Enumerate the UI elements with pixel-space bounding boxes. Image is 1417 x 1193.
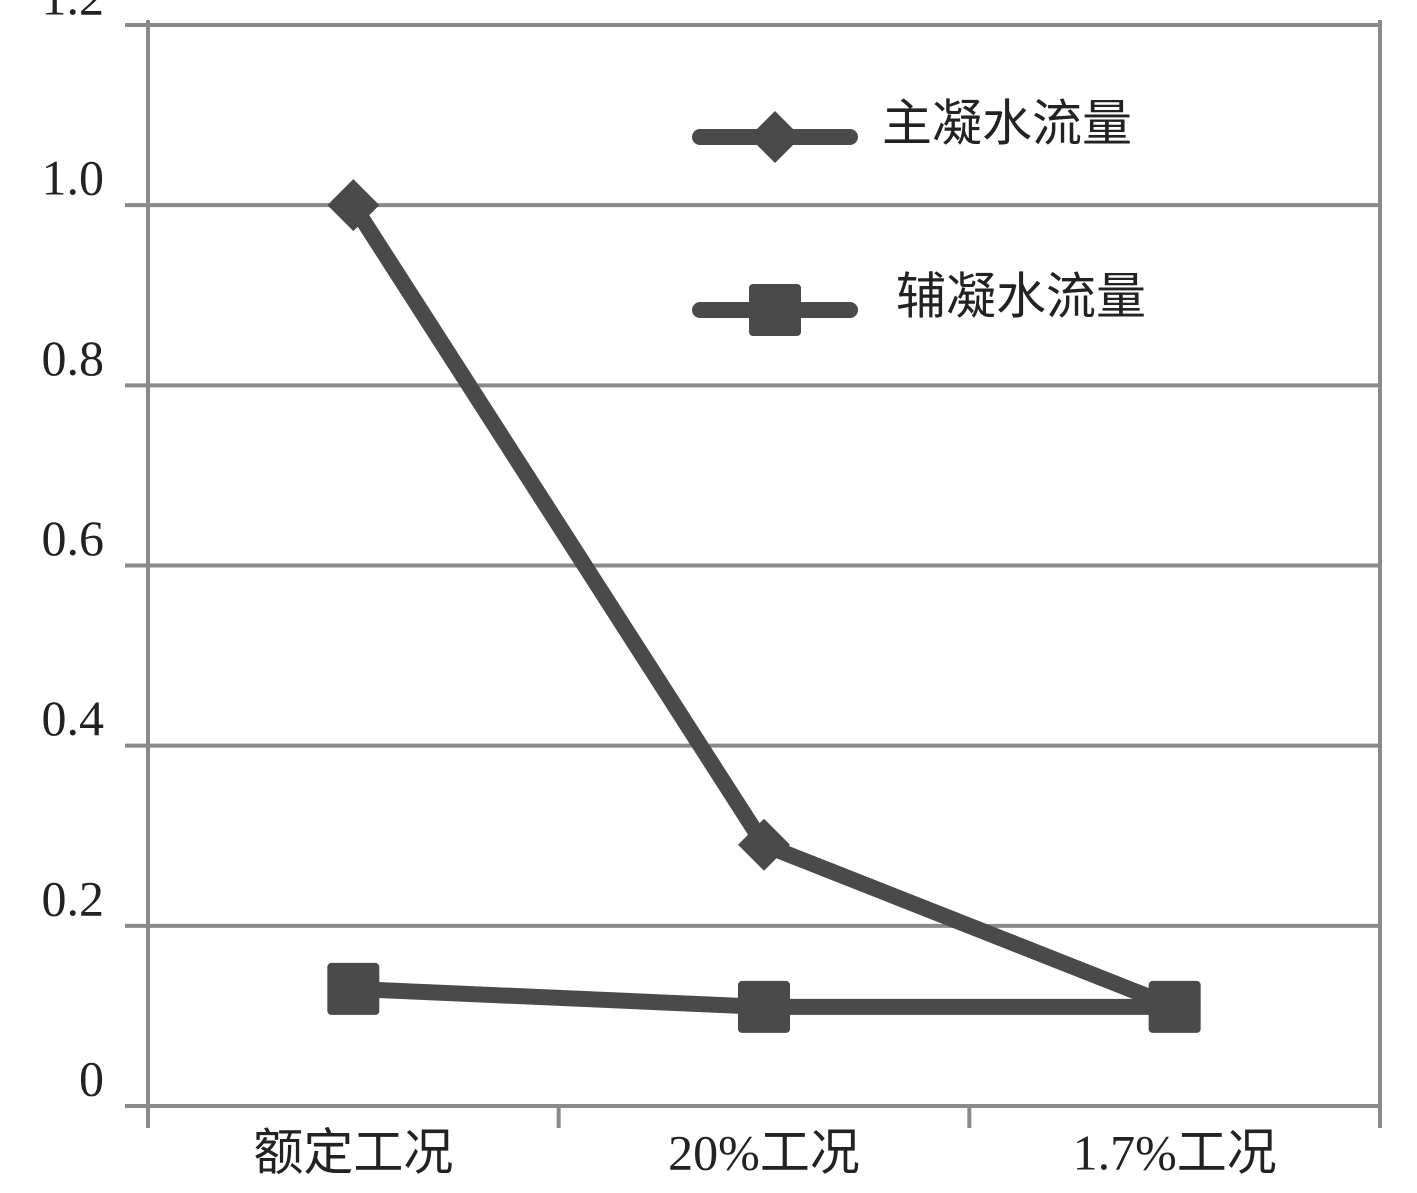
data-point	[327, 962, 380, 1015]
y-tick-label: 0.4	[42, 690, 105, 746]
data-point	[738, 818, 790, 871]
x-tick-label: 1.7%工况	[1073, 1124, 1277, 1180]
y-tick-label: 0	[79, 1050, 104, 1106]
legend-marker	[749, 284, 801, 336]
data-point	[738, 980, 790, 1033]
data-point	[327, 179, 380, 232]
y-tick-label: 0.2	[42, 870, 105, 926]
data-point	[1148, 980, 1201, 1033]
y-tick-label: 0.6	[42, 510, 105, 566]
legend-label: 主凝水流量	[882, 95, 1132, 151]
legend-marker	[749, 111, 801, 163]
y-tick-label: 1.0	[42, 150, 105, 206]
y-tick-label: 1.2	[42, 0, 105, 25]
y-tick-label: 0.8	[42, 330, 105, 386]
legend-label: 辅凝水流量	[896, 268, 1146, 324]
x-tick-label: 额定工况	[253, 1124, 453, 1180]
x-tick-label: 20%工况	[668, 1124, 860, 1180]
